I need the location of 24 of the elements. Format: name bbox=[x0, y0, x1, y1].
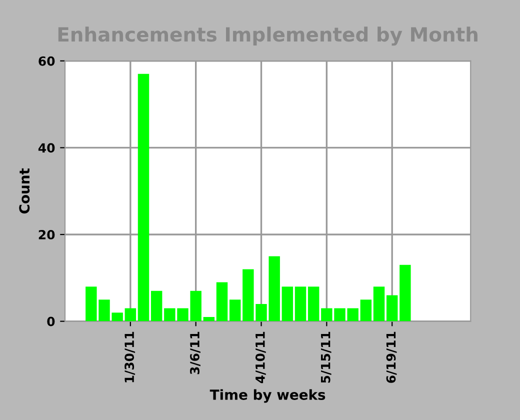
y-tick-label: 40 bbox=[38, 143, 55, 153]
bar bbox=[386, 295, 398, 322]
x-tick-label: 1/30/11 bbox=[124, 332, 136, 382]
y-tick-label: 60 bbox=[38, 56, 55, 66]
bar bbox=[229, 300, 241, 322]
x-tick-label: 3/6/11 bbox=[190, 332, 200, 374]
x-tick-label: 4/10/11 bbox=[255, 332, 266, 384]
x-axis-title: Time by weeks bbox=[210, 389, 326, 403]
x-tick-label: 5/15/11 bbox=[321, 332, 332, 383]
bar bbox=[138, 74, 150, 322]
y-tick-label: 20 bbox=[38, 230, 55, 240]
x-tick-label: 6/19/11 bbox=[386, 332, 397, 383]
bar bbox=[360, 300, 372, 322]
bar bbox=[150, 290, 162, 322]
bar bbox=[124, 308, 136, 322]
bar bbox=[282, 286, 294, 322]
bar bbox=[294, 286, 306, 322]
bar bbox=[216, 282, 228, 322]
bar bbox=[400, 264, 411, 322]
y-axis-title: Count bbox=[19, 168, 30, 214]
bar bbox=[203, 316, 215, 322]
bar bbox=[373, 286, 385, 322]
bar bbox=[308, 286, 320, 322]
y-tick-label: 0 bbox=[47, 316, 55, 326]
